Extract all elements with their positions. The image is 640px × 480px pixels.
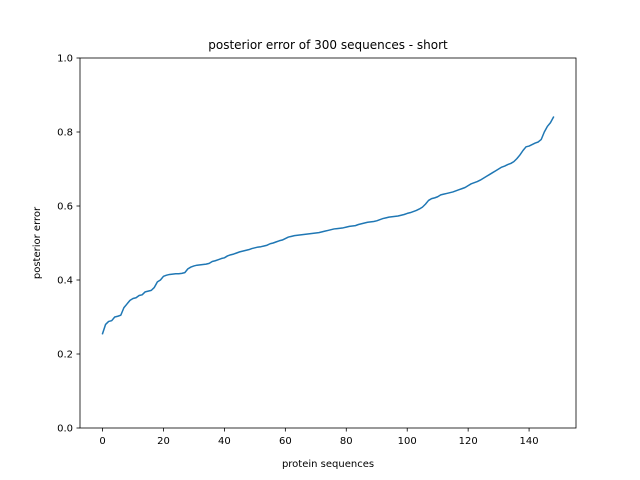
y-tick-label: 0.4 xyxy=(57,276,73,287)
x-tick-label: 40 xyxy=(218,436,231,447)
x-tick-label: 60 xyxy=(279,436,292,447)
y-tick-label: 0.0 xyxy=(57,424,73,435)
x-axis: 0 20 40 60 80 100 120 140 xyxy=(99,428,539,447)
y-axis: 0.0 0.2 0.4 0.6 0.8 1.0 xyxy=(57,54,80,435)
x-tick-label: 120 xyxy=(459,436,478,447)
y-tick-label: 0.8 xyxy=(57,128,73,139)
y-axis-label: posterior error xyxy=(32,206,43,279)
x-tick-label: 80 xyxy=(340,436,353,447)
series-line xyxy=(101,116,555,335)
axes-frame xyxy=(79,57,577,429)
x-axis-label: protein sequences xyxy=(282,459,374,470)
chart-title: posterior error of 300 sequences - short xyxy=(208,38,448,52)
y-tick-label: 0.6 xyxy=(57,202,73,213)
x-tick-label: 20 xyxy=(157,436,170,447)
y-tick-label: 0.2 xyxy=(57,350,73,361)
x-tick-label: 100 xyxy=(398,436,417,447)
x-tick-label: 140 xyxy=(520,436,539,447)
x-tick-label: 0 xyxy=(99,436,105,447)
y-tick-label: 1.0 xyxy=(57,54,73,65)
